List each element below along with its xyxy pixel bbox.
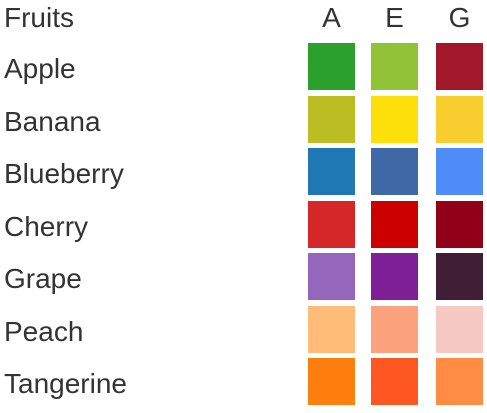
row-label-apple: Apple <box>4 53 76 84</box>
swatch-blueberry-a <box>308 148 355 195</box>
column-header-e: E <box>385 2 404 33</box>
swatch-grape-e <box>371 253 418 300</box>
swatch-peach-a <box>308 305 355 353</box>
swatch-cherry-e <box>371 200 418 248</box>
row-label-peach: Peach <box>4 315 84 347</box>
row-label-banana: Banana <box>4 105 101 137</box>
row-label-cherry: Cherry <box>4 210 89 242</box>
swatch-tangerine-g <box>436 358 483 405</box>
swatch-peach-g <box>436 305 483 353</box>
column-header-g: G <box>448 2 471 33</box>
swatch-apple-e <box>371 43 418 90</box>
swatch-banana-e <box>371 95 418 143</box>
swatch-banana-a <box>308 95 355 143</box>
swatch-peach-e <box>371 305 418 353</box>
swatch-banana-g <box>436 95 483 143</box>
swatch-tangerine-e <box>371 358 418 405</box>
swatch-apple-g <box>436 43 483 90</box>
swatch-grape-a <box>308 253 355 300</box>
column-header-a: A <box>322 2 341 33</box>
swatch-blueberry-g <box>436 148 483 195</box>
swatch-apple-a <box>308 43 355 90</box>
row-label-grape: Grape <box>4 263 82 294</box>
swatch-cherry-g <box>436 200 483 248</box>
row-label-blueberry: Blueberry <box>4 158 124 189</box>
swatch-tangerine-a <box>308 358 355 405</box>
row-label-tangerine: Tangerine <box>4 368 127 399</box>
swatch-blueberry-e <box>371 148 418 195</box>
swatch-cherry-a <box>308 200 355 248</box>
swatch-grape-g <box>436 253 483 300</box>
table-header-fruits: Fruits <box>4 2 74 33</box>
